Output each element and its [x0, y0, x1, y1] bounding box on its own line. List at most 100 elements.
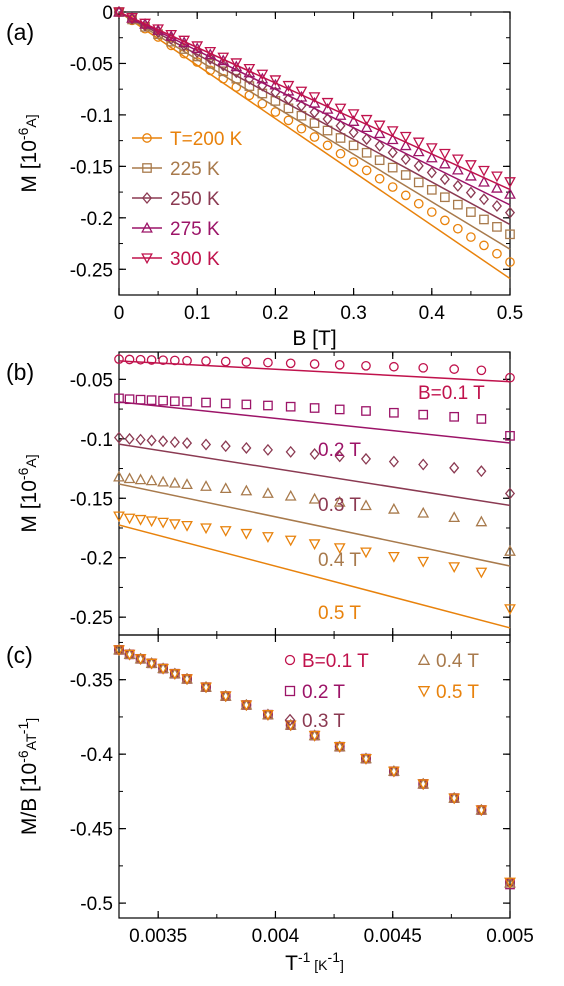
data-point: [449, 411, 460, 422]
legend-marker: [284, 713, 296, 727]
data-point: [114, 393, 124, 404]
x-axis-label-exponent-2: -1: [328, 949, 341, 965]
data-point: [146, 355, 157, 365]
fit-line: [118, 11, 511, 250]
data-point: [448, 511, 461, 523]
data-point: [440, 192, 450, 203]
data-point: [295, 86, 308, 98]
data-point: [426, 184, 437, 195]
data-point: [373, 127, 386, 139]
data-layer: [113, 6, 516, 280]
y-axis-label-base: M [10: [18, 140, 41, 193]
data-point: [360, 452, 372, 465]
data-point: [308, 92, 321, 104]
y-axis-label-exponent: -6: [15, 467, 31, 480]
y-axis-label-unit: A]: [23, 454, 39, 467]
data-point: [452, 199, 463, 210]
data-point: [124, 354, 135, 365]
data-point: [412, 137, 425, 149]
data-point: [191, 41, 204, 53]
data-point: [476, 465, 487, 478]
data-point: [475, 805, 488, 817]
data-point: [361, 133, 372, 146]
legend-marker: [417, 686, 431, 698]
data-point: [413, 159, 424, 172]
x-tick-label: 0.004: [252, 926, 300, 947]
data-point: [284, 535, 297, 547]
data-point: [413, 177, 424, 188]
y-tick-label: -0.2: [80, 549, 113, 570]
data-point: [361, 406, 371, 416]
data-point: [139, 18, 151, 30]
data-layer: [113, 354, 516, 629]
data-point: [448, 793, 461, 805]
data-point: [218, 59, 229, 72]
legend-marker: [142, 133, 152, 143]
legend-marker: [141, 253, 153, 265]
data-point: [309, 359, 320, 369]
legend-label: 300 K: [170, 249, 220, 270]
legend-label: 275 K: [170, 219, 220, 240]
data-point: [400, 153, 411, 166]
data-point: [285, 358, 296, 369]
data-point: [360, 499, 372, 511]
data-point: [440, 215, 450, 226]
data-point: [335, 119, 346, 132]
data-point: [296, 123, 307, 134]
data-point: [322, 125, 333, 136]
data-point: [347, 115, 360, 126]
y-tick-label: -0.1: [80, 106, 113, 127]
data-point: [158, 395, 168, 406]
data-point: [449, 364, 460, 374]
data-point: [201, 397, 211, 408]
data-point: [504, 877, 516, 889]
data-point: [334, 109, 347, 120]
data-point: [439, 173, 450, 186]
data-point: [479, 240, 489, 251]
data-point: [158, 435, 169, 448]
data-point: [388, 766, 400, 778]
x-tick-label: 0: [114, 303, 125, 324]
data-point: [309, 403, 320, 413]
data-point: [262, 532, 274, 543]
series-label: 0.4 T: [318, 550, 361, 571]
x-tick-label: 0.3: [340, 303, 366, 324]
data-point: [465, 160, 477, 171]
data-point: [285, 401, 296, 412]
data-point: [123, 472, 136, 484]
data-point: [168, 519, 181, 531]
legend-marker: [284, 654, 296, 666]
x-axis-label-exponent: -1: [298, 949, 311, 965]
data-point: [123, 649, 136, 661]
data-point: [145, 658, 158, 670]
data-point: [178, 35, 191, 47]
data-point: [475, 515, 488, 527]
legend-label: 0.3 T: [302, 711, 345, 732]
data-point: [451, 154, 464, 166]
data-point: [360, 114, 373, 126]
legend-label: 0.4 T: [436, 651, 479, 672]
data-point: [476, 365, 487, 376]
data-point: [309, 132, 320, 142]
data-point: [219, 691, 232, 703]
data-point: [448, 562, 461, 574]
legend-marker: [141, 191, 153, 205]
data-point: [285, 445, 296, 458]
data-point: [241, 399, 252, 410]
data-point: [263, 357, 273, 368]
y-axis-label-base: M [10: [18, 480, 41, 533]
data-point: [334, 103, 347, 115]
panel-c: -0.35 -0.4 -0.45 -0.5 0.0035 0.004 0.0045 0.005…: [6, 634, 534, 975]
data-point: [145, 474, 158, 486]
data-point: [348, 140, 359, 151]
data-point: [389, 361, 399, 372]
data-point: [465, 186, 476, 199]
x-tick-label: 0.0045: [364, 926, 422, 947]
legend-label: B=0.1 T: [302, 651, 369, 672]
data-point: [466, 232, 476, 242]
data-point: [333, 543, 346, 554]
data-point: [478, 165, 490, 177]
x-axis-label-unit: [K: [310, 957, 328, 973]
legend-label: T=200 K: [170, 129, 243, 150]
data-point: [417, 556, 430, 568]
